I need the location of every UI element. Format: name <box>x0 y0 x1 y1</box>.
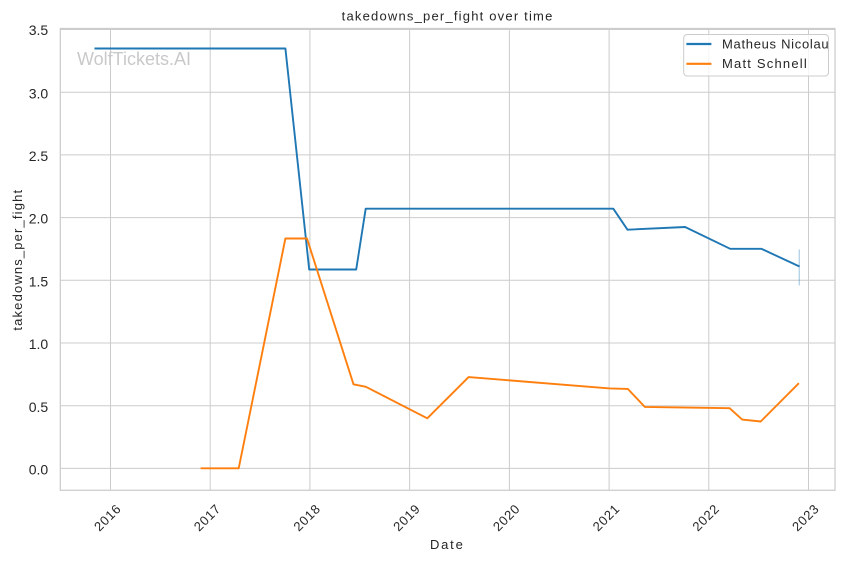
svg-text:Matt Schnell: Matt Schnell <box>722 56 808 71</box>
svg-text:1.0: 1.0 <box>29 336 49 352</box>
svg-text:Date: Date <box>430 537 465 552</box>
svg-text:2022: 2022 <box>689 501 722 534</box>
svg-text:2019: 2019 <box>390 501 423 534</box>
svg-text:2020: 2020 <box>490 501 523 534</box>
svg-text:2018: 2018 <box>290 501 323 534</box>
svg-text:2017: 2017 <box>191 501 224 534</box>
svg-text:2016: 2016 <box>91 501 124 534</box>
svg-text:takedowns_per_fight: takedowns_per_fight <box>10 189 25 331</box>
svg-text:3.0: 3.0 <box>29 85 49 101</box>
svg-text:0.5: 0.5 <box>29 399 49 415</box>
svg-text:2.5: 2.5 <box>29 148 49 164</box>
svg-text:3.5: 3.5 <box>29 22 49 38</box>
svg-text:2021: 2021 <box>590 501 623 534</box>
svg-text:2023: 2023 <box>789 501 822 534</box>
svg-text:1.5: 1.5 <box>29 273 49 289</box>
svg-text:WolfTickets.AI: WolfTickets.AI <box>77 49 191 69</box>
svg-text:takedowns_per_fight over time: takedowns_per_fight over time <box>342 8 554 23</box>
svg-text:Matheus Nicolau: Matheus Nicolau <box>722 36 829 51</box>
svg-text:0.0: 0.0 <box>29 462 49 478</box>
svg-text:2.0: 2.0 <box>29 211 49 227</box>
